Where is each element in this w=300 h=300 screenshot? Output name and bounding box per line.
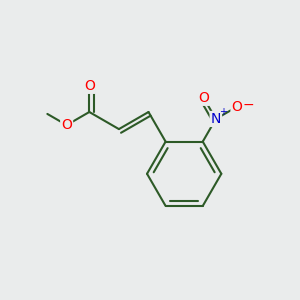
Text: O: O [84, 79, 95, 93]
Text: +: + [219, 107, 227, 117]
Text: O: O [61, 118, 72, 132]
Text: N: N [211, 112, 221, 126]
Text: O: O [232, 100, 242, 114]
Text: −: − [242, 98, 254, 111]
Text: O: O [198, 91, 209, 105]
